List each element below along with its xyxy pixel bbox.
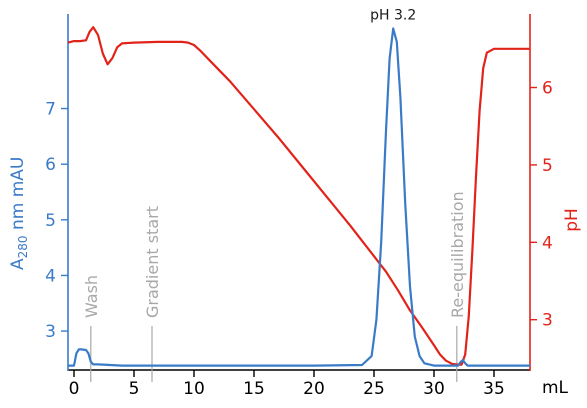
ph-series-line	[67, 26, 530, 366]
peak-label: pH 3.2	[370, 7, 416, 23]
annotation-label: Wash	[82, 275, 101, 318]
right-tick-label: 5	[542, 156, 553, 176]
right-y-axis-title: pH	[562, 208, 582, 232]
x-tick-label: 15	[243, 379, 265, 399]
right-tick-label: 6	[542, 79, 553, 99]
x-axis-title: mL	[542, 378, 569, 398]
annotation-markers: Wash Gradient start Re-equilibration	[82, 191, 467, 382]
right-y-ticks: 3 4 5 6	[530, 79, 553, 331]
left-tick-label: 5	[45, 211, 56, 231]
x-tick-label: 0	[69, 379, 80, 399]
x-tick-label: 30	[423, 379, 445, 399]
x-tick-label: 25	[363, 379, 385, 399]
right-tick-label: 4	[542, 233, 553, 253]
x-ticks: 0 5 10 15 20 25 30 35	[69, 370, 505, 399]
annotation-label: Re-equilibration	[448, 191, 467, 318]
x-tick-label: 20	[303, 379, 325, 399]
right-tick-label: 3	[542, 311, 553, 331]
left-y-ticks: 3 4 5 6 7	[45, 100, 68, 342]
x-tick-label: 5	[129, 379, 140, 399]
left-tick-label: 6	[45, 155, 56, 175]
left-tick-label: 7	[45, 100, 56, 120]
x-tick-label: 10	[183, 379, 205, 399]
x-tick-label: 35	[483, 379, 505, 399]
left-tick-label: 4	[45, 266, 56, 286]
left-y-axis-title: A280 nm mAU	[8, 157, 30, 270]
annotation-label: Gradient start	[143, 206, 162, 318]
left-tick-label: 3	[45, 322, 56, 342]
absorbance-series-line	[68, 27, 530, 367]
